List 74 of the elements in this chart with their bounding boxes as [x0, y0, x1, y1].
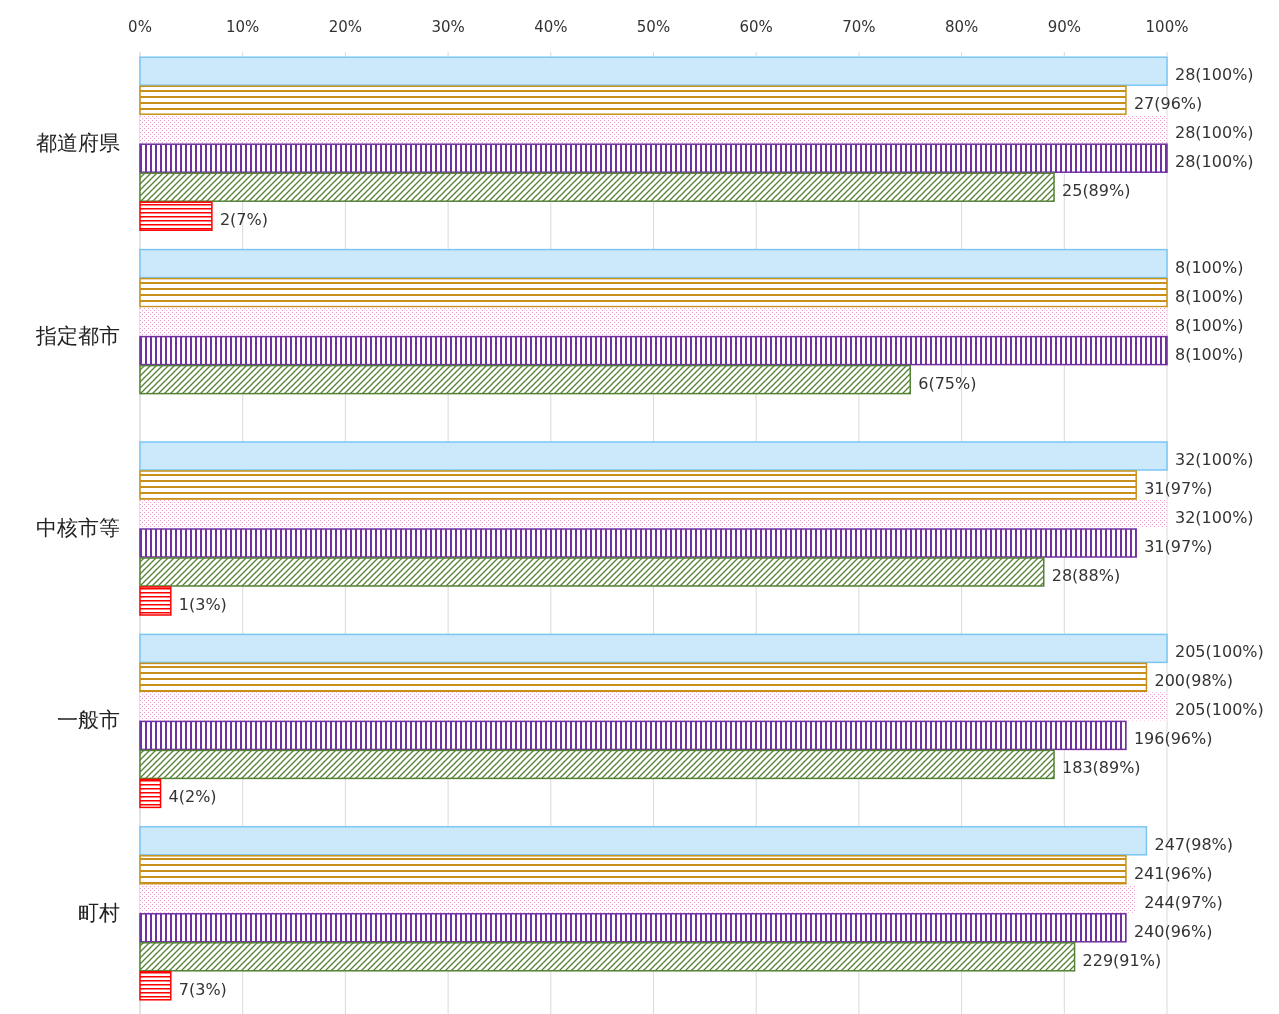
bar: [139, 633, 1168, 664]
bar: [139, 778, 162, 809]
data-label: 240(96%): [1133, 921, 1213, 941]
data-label: 32(100%): [1175, 508, 1254, 527]
bar: [139, 528, 1137, 558]
bar: [139, 971, 172, 1001]
data-label: 8(100%): [1175, 315, 1244, 335]
bar: [139, 942, 1076, 972]
x-tick-label: 10%: [226, 18, 260, 36]
bar: [139, 749, 1055, 780]
bar: [139, 470, 1137, 500]
y-tick-label: 中核市等: [36, 516, 120, 540]
bar: [139, 143, 1168, 173]
bar: [139, 56, 1168, 86]
data-label: 1(3%): [178, 595, 227, 614]
bar: [139, 335, 1168, 366]
data-label: 28(100%): [1175, 123, 1254, 143]
data-label: 31(97%): [1144, 479, 1213, 498]
y-tick-label: 一般市: [57, 708, 120, 733]
bar: [139, 85, 1127, 115]
data-label: 183(89%): [1062, 758, 1141, 778]
x-tick-label: 80%: [944, 18, 979, 36]
x-tick-label: 60%: [739, 18, 773, 36]
data-label: 8(100%): [1175, 286, 1244, 306]
x-tick-label: 40%: [534, 18, 568, 36]
data-label: 241(96%): [1133, 863, 1213, 883]
bar: [139, 277, 1168, 308]
bar: [139, 662, 1148, 693]
data-label: 205(100%): [1175, 642, 1264, 662]
data-label: 205(100%): [1175, 700, 1264, 720]
data-label: 6(75%): [918, 373, 977, 393]
bar: [139, 586, 172, 616]
bar: [139, 248, 1168, 279]
x-tick-label: 50%: [636, 18, 671, 36]
data-label: 25(89%): [1062, 181, 1131, 201]
bar: [139, 172, 1055, 202]
bar: [139, 826, 1148, 856]
data-label: 28(100%): [1175, 152, 1254, 172]
data-label: 8(100%): [1175, 344, 1244, 364]
bar: [140, 307, 1167, 336]
data-label: 2(7%): [219, 210, 268, 230]
data-label: 28(88%): [1051, 566, 1121, 585]
y-tick-label: 指定都市: [35, 323, 120, 348]
x-tick-label: 0%: [128, 18, 152, 36]
bar: [139, 720, 1127, 751]
bar: [139, 364, 911, 395]
y-tick-label: 都道府県: [36, 131, 120, 156]
data-label: 7(3%): [178, 979, 227, 999]
x-tick-label: 30%: [431, 18, 465, 36]
data-label: 247(98%): [1154, 834, 1234, 854]
bar: [139, 913, 1127, 943]
data-label: 28(100%): [1175, 65, 1254, 85]
data-label: 244(97%): [1144, 892, 1223, 912]
bar: [140, 115, 1167, 144]
x-tick-label: 100%: [1145, 18, 1189, 36]
data-label: 31(97%): [1144, 537, 1213, 556]
bar: [140, 500, 1167, 528]
data-label: 200(98%): [1154, 671, 1234, 691]
x-tick-label: 70%: [842, 18, 876, 36]
data-label: 8(100%): [1175, 257, 1244, 277]
bar: [139, 557, 1045, 587]
y-tick-label: 町村: [78, 900, 120, 925]
data-label: 32(100%): [1175, 450, 1254, 469]
bar: [140, 692, 1167, 721]
bar: [140, 884, 1137, 913]
data-label: 229(91%): [1082, 950, 1162, 970]
x-tick-label: 90%: [1047, 18, 1081, 36]
data-label: 4(2%): [168, 787, 217, 807]
bar: [139, 201, 213, 231]
data-label: 196(96%): [1133, 729, 1213, 749]
data-label: 27(96%): [1133, 94, 1203, 114]
x-tick-label: 20%: [328, 18, 363, 36]
bar: [139, 855, 1127, 885]
bar: [139, 441, 1168, 471]
